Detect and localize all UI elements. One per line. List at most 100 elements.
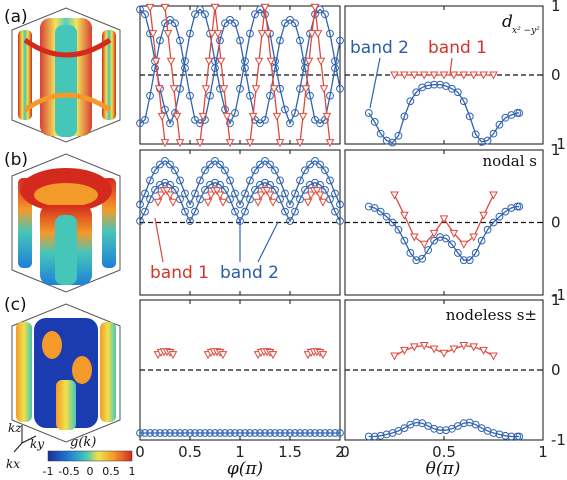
x-tick-label: 2 [335, 443, 345, 461]
y-tick-label: 1 [551, 141, 561, 159]
band2-point [266, 160, 274, 169]
band2-point [191, 207, 199, 216]
band2-point [196, 176, 204, 185]
band2-point [336, 429, 344, 437]
band1-point [439, 71, 449, 80]
band1-line [249, 7, 266, 143]
band1-point [316, 57, 326, 66]
band1-point [301, 85, 311, 94]
band2-point [331, 189, 339, 198]
band1-label-a: band 1 [428, 38, 487, 58]
band1-point [268, 198, 278, 207]
band2-point [296, 429, 304, 437]
band2-label-a: band 2 [350, 38, 409, 58]
band2-point [206, 180, 214, 189]
band2-point [141, 207, 149, 216]
band2-point [176, 176, 184, 185]
band2-point [181, 64, 189, 72]
band1-point [201, 85, 211, 94]
band2-point [306, 160, 314, 169]
band1-point [449, 229, 459, 238]
band1-point [400, 71, 409, 80]
band1-point [206, 191, 216, 200]
band1-point [400, 346, 409, 355]
x-tick-label: 0 [135, 443, 145, 461]
band2-point [276, 429, 284, 437]
band2-point [406, 97, 415, 106]
band2-point [507, 204, 516, 212]
band1-arrow-b [154, 217, 164, 263]
band2-point [196, 5, 204, 14]
band2-point [246, 29, 254, 38]
band1-point [306, 191, 316, 200]
band1-point [479, 211, 488, 220]
band2-point [271, 185, 279, 194]
band1-point [204, 57, 214, 66]
band2-point [436, 80, 444, 89]
band1-point [310, 3, 320, 12]
panel-label-c: (c) [4, 295, 27, 315]
band2-point [286, 217, 294, 225]
band2-point [151, 185, 159, 194]
band2-point [321, 166, 329, 175]
band2-arrow-a [369, 57, 381, 109]
band1-point [390, 191, 399, 200]
band2-point [331, 429, 339, 437]
band2-point [146, 195, 154, 204]
band1-line [299, 7, 316, 143]
band2-point [141, 115, 149, 124]
band1-point [148, 30, 158, 39]
band2-point [301, 185, 309, 194]
band2-point [306, 180, 314, 189]
band1-point [218, 198, 228, 207]
band1-line [264, 7, 281, 143]
band2-point [412, 88, 421, 97]
band2-point [231, 19, 239, 28]
chart-c-phi: 0 0.5 1 1.5 2 [135, 299, 345, 461]
band2-point [412, 256, 421, 265]
band1-point [257, 30, 267, 39]
band2-point [296, 36, 304, 45]
band2-point [400, 236, 409, 245]
band2-point [281, 207, 289, 216]
band1-point [248, 112, 258, 121]
band2-point [146, 91, 154, 100]
band1-point [409, 343, 419, 352]
y-tick-label: -1 [551, 431, 566, 449]
band2-point [453, 249, 462, 257]
band1-point [218, 351, 228, 360]
band2-point [321, 185, 329, 194]
band2-point [286, 200, 294, 209]
colorbar-title: g(k) [70, 435, 96, 450]
band2-point [186, 217, 194, 225]
x-tick-label: 1 [538, 443, 548, 461]
band1-point [269, 85, 279, 94]
band2-point [394, 225, 403, 234]
band2-point [424, 246, 433, 254]
colorbar-tick: 0 [87, 465, 94, 478]
band2-point [171, 19, 179, 28]
band2-point [246, 176, 254, 185]
band2-point [321, 10, 329, 19]
band1-point [251, 85, 261, 94]
band2-point [241, 189, 249, 198]
band2-point [231, 429, 239, 437]
band2-point [196, 195, 204, 204]
band2-point [471, 130, 480, 139]
band2-point [306, 429, 314, 437]
band1-point [212, 187, 222, 196]
band2-point [376, 129, 385, 138]
band2-point [448, 84, 456, 93]
band2-point [151, 166, 159, 175]
band2-point [156, 160, 164, 169]
band2-point [376, 431, 385, 440]
band2-point [453, 88, 462, 97]
band1-point [165, 191, 175, 200]
band2-point [246, 195, 254, 204]
band2-point [136, 5, 144, 14]
band2-point [246, 429, 254, 437]
band2-point [301, 429, 309, 437]
band2-point [271, 166, 279, 175]
band2-point [216, 36, 224, 45]
band2-point [326, 176, 334, 185]
